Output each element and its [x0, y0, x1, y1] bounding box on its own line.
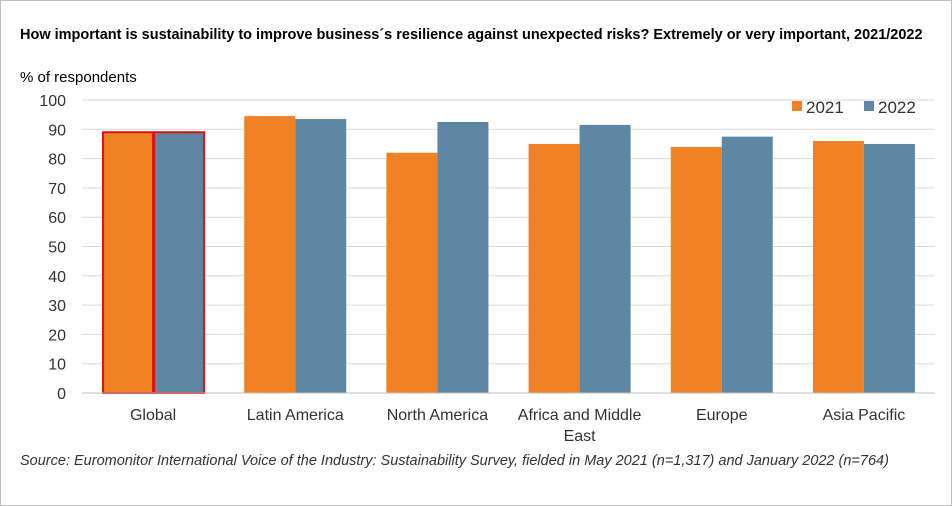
bar-2022: [863, 143, 915, 393]
gridlines: [82, 99, 935, 365]
category-label: Asia Pacific: [823, 407, 906, 424]
legend-label-2022: 2022: [878, 98, 916, 117]
bar-2021: [102, 132, 154, 394]
category-label: Global: [130, 407, 176, 424]
bar-2022: [153, 132, 205, 394]
bars: [102, 116, 915, 394]
bar-2022: [437, 121, 489, 393]
legend-swatch-2022: [864, 101, 874, 111]
bar-2022: [721, 136, 773, 393]
source-note: Source: Euromonitor International Voice …: [20, 453, 889, 469]
bar-2021: [386, 152, 438, 393]
category-label: Africa and Middle East: [518, 407, 642, 445]
category-label: Europe: [696, 407, 748, 424]
bar-2021: [812, 141, 864, 393]
bar-2022: [295, 119, 347, 394]
y-tick-label: 0: [57, 386, 66, 403]
category-label: Latin America: [247, 407, 344, 424]
y-tick-label: 50: [48, 240, 66, 257]
y-tick-label: 20: [48, 327, 66, 344]
y-tick-label: 30: [48, 298, 66, 315]
category-label: North America: [387, 407, 488, 424]
bar-2021: [670, 146, 722, 393]
y-axis-label: % of respondents: [20, 69, 137, 86]
bar-2021: [244, 116, 296, 394]
y-tick-label: 90: [48, 122, 66, 139]
y-tick-label: 40: [48, 269, 66, 286]
legend-label-2021: 2021: [806, 98, 844, 117]
chart-title: How important is sustainability to impro…: [20, 27, 923, 43]
y-tick-labels: 0 10 20 30 40 50 60 70 80 90 100: [39, 93, 66, 403]
legend: 2021 2022: [792, 98, 916, 117]
y-tick-label: 100: [39, 93, 66, 110]
y-tick-label: 60: [48, 210, 66, 227]
y-tick-label: 10: [48, 357, 66, 374]
bar-2021: [528, 143, 580, 393]
legend-swatch-2021: [792, 101, 802, 111]
y-tick-label: 70: [48, 181, 66, 198]
y-tick-label: 80: [48, 152, 66, 169]
bar-2022: [579, 124, 631, 393]
category-labels: Global Latin America North America Africa a…: [130, 407, 905, 445]
